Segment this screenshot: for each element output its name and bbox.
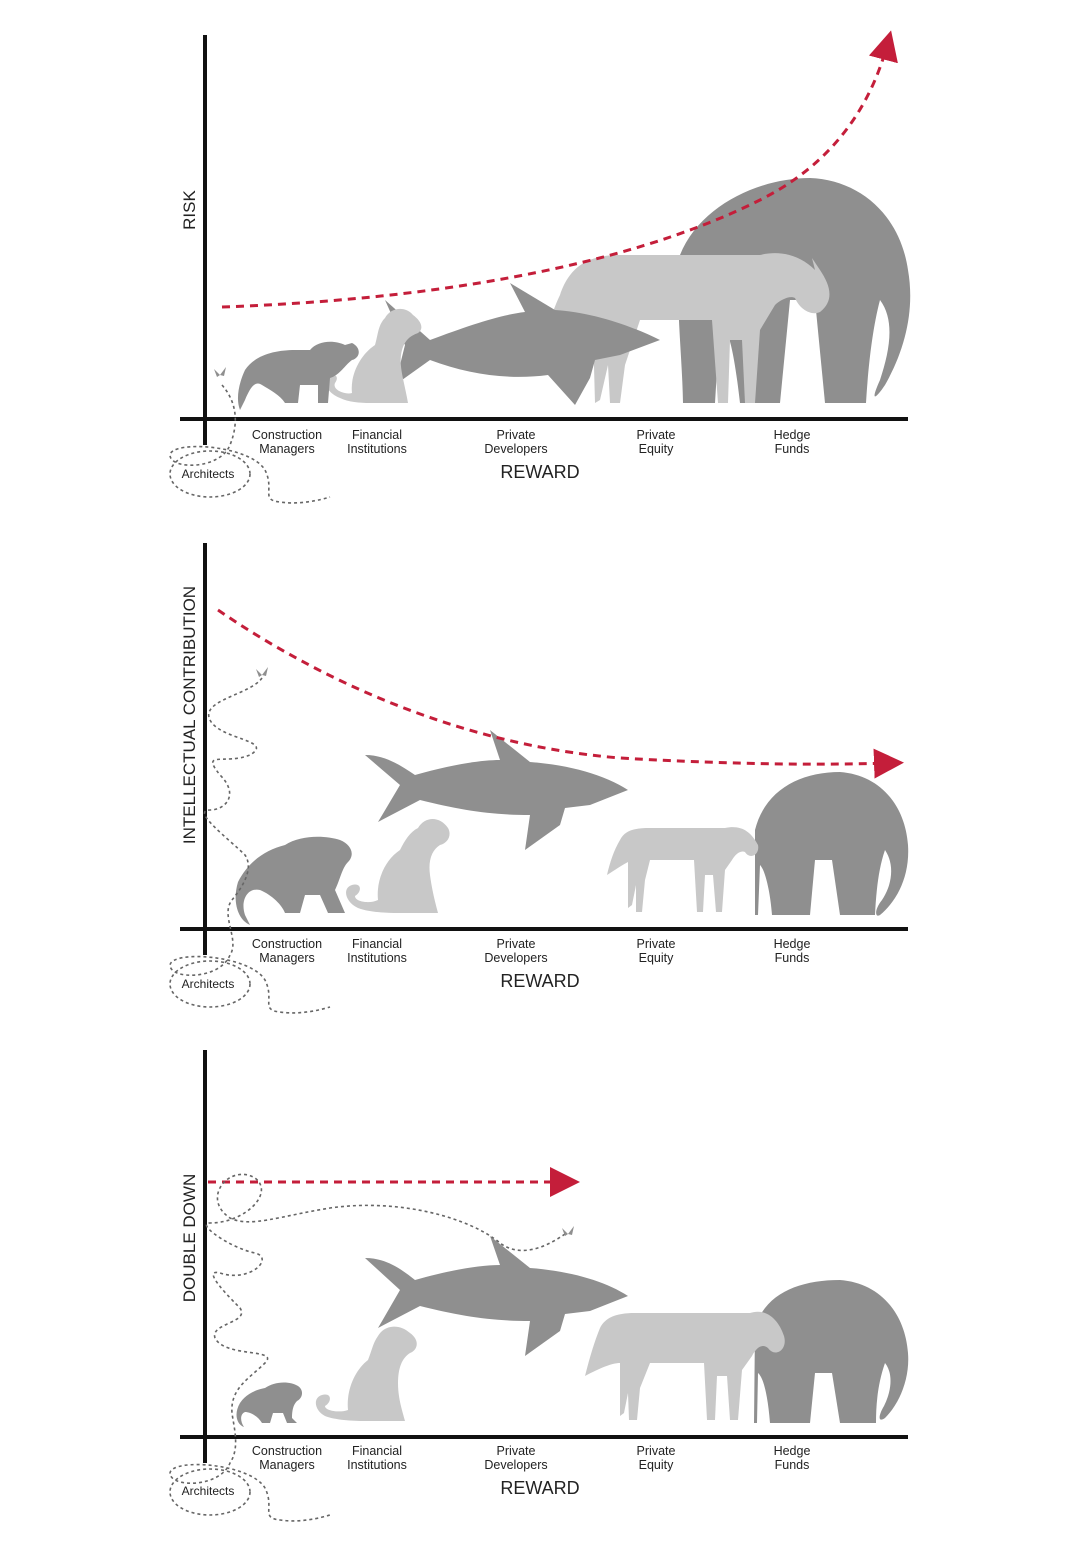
category-label-financial-line1: Financial bbox=[352, 937, 402, 951]
category-label-developers-line1: Private bbox=[497, 428, 536, 442]
category-label-hedge-line2: Funds bbox=[775, 1458, 810, 1472]
category-label-equity-line1: Private bbox=[637, 428, 676, 442]
category-labels: Construction Managers Financial Institut… bbox=[252, 1444, 811, 1472]
butterfly-icon bbox=[562, 1226, 574, 1236]
architects-loop bbox=[169, 450, 251, 498]
category-label-equity-line1: Private bbox=[637, 937, 676, 951]
horse-icon bbox=[545, 253, 830, 403]
origin-label: Architects bbox=[182, 977, 235, 991]
category-label-financial-line1: Financial bbox=[352, 428, 402, 442]
x-axis-title: REWARD bbox=[500, 971, 579, 991]
category-label-hedge-line1: Hedge bbox=[774, 428, 811, 442]
category-label-developers-line2: Developers bbox=[484, 442, 547, 456]
category-label-developers-line1: Private bbox=[497, 1444, 536, 1458]
intellectual-chart-svg: INTELLECTUAL CONTRIBUTION Architects Con… bbox=[169, 543, 909, 1014]
category-label-equity-line2: Equity bbox=[639, 442, 674, 456]
shark-icon bbox=[385, 283, 660, 405]
dog-icon bbox=[346, 819, 450, 913]
category-label-financial-line2: Institutions bbox=[347, 1458, 407, 1472]
monkey-icon bbox=[235, 836, 352, 925]
horse-icon bbox=[607, 827, 759, 912]
monkey-icon bbox=[236, 1382, 303, 1427]
x-axis-title: REWARD bbox=[500, 1478, 579, 1498]
chart-panel-risk: RISK Architects Construction Managers Fi… bbox=[0, 0, 1080, 510]
double-down-chart-svg: DOUBLE DOWN Architects Construction Mana… bbox=[169, 1050, 909, 1522]
dog-icon bbox=[315, 1326, 417, 1421]
risk-trend-arrow bbox=[221, 30, 898, 309]
dog-icon bbox=[325, 308, 422, 403]
category-label-construction-line2: Managers bbox=[259, 1458, 315, 1472]
intellectual-trend-arrow bbox=[217, 608, 904, 779]
y-axis-title: RISK bbox=[180, 190, 199, 230]
y-axis-title: INTELLECTUAL CONTRIBUTION bbox=[180, 586, 199, 844]
origin-label: Architects bbox=[182, 1484, 235, 1498]
elephant-icon bbox=[755, 772, 909, 916]
origin-label: Architects bbox=[182, 467, 235, 481]
x-axis-title: REWARD bbox=[500, 462, 579, 482]
architects-loop bbox=[169, 960, 251, 1008]
category-label-hedge-line1: Hedge bbox=[774, 937, 811, 951]
category-label-construction-line2: Managers bbox=[259, 951, 315, 965]
category-label-equity-line1: Private bbox=[637, 1444, 676, 1458]
elephant-icon bbox=[754, 1280, 909, 1423]
category-label-construction-line1: Construction bbox=[252, 1444, 322, 1458]
architects-loop bbox=[169, 1468, 251, 1516]
category-labels: Construction Managers Financial Institut… bbox=[252, 428, 811, 456]
category-label-hedge-line1: Hedge bbox=[774, 1444, 811, 1458]
chart-panel-intellectual: INTELLECTUAL CONTRIBUTION Architects Con… bbox=[0, 510, 1080, 1020]
category-label-developers-line2: Developers bbox=[484, 1458, 547, 1472]
category-label-financial-line1: Financial bbox=[352, 1444, 402, 1458]
risk-chart-svg: RISK Architects Construction Managers Fi… bbox=[169, 30, 911, 504]
category-label-financial-line2: Institutions bbox=[347, 442, 407, 456]
category-label-construction-line1: Construction bbox=[252, 428, 322, 442]
category-label-equity-line2: Equity bbox=[639, 951, 674, 965]
shark-icon bbox=[365, 1236, 628, 1356]
category-label-construction-line2: Managers bbox=[259, 442, 315, 456]
category-label-hedge-line2: Funds bbox=[775, 951, 810, 965]
category-label-construction-line1: Construction bbox=[252, 937, 322, 951]
shark-icon bbox=[365, 730, 628, 850]
butterfly-icon bbox=[214, 367, 226, 377]
category-label-hedge-line2: Funds bbox=[775, 442, 810, 456]
category-label-developers-line1: Private bbox=[497, 937, 536, 951]
category-label-financial-line2: Institutions bbox=[347, 951, 407, 965]
category-label-developers-line2: Developers bbox=[484, 951, 547, 965]
y-axis-title: DOUBLE DOWN bbox=[180, 1174, 199, 1302]
butterfly-icon bbox=[256, 667, 268, 677]
category-labels: Construction Managers Financial Institut… bbox=[252, 937, 811, 965]
category-label-equity-line2: Equity bbox=[639, 1458, 674, 1472]
monkey-icon bbox=[237, 341, 359, 410]
horse-icon bbox=[585, 1311, 785, 1420]
chart-panel-double-down: DOUBLE DOWN Architects Construction Mana… bbox=[0, 1018, 1080, 1528]
